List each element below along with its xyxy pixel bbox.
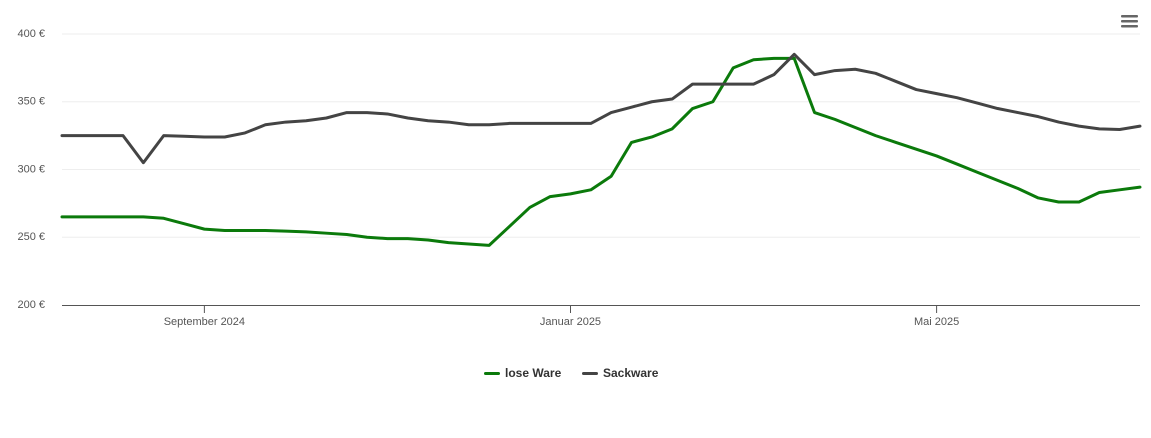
legend-item[interactable]: Sackware [582, 366, 658, 380]
menu-bar [1121, 25, 1138, 28]
series-line [60, 56, 1142, 247]
legend-item[interactable]: lose Ware [484, 366, 561, 380]
menu-bar [1121, 15, 1138, 18]
legend-label: lose Ware [505, 366, 562, 380]
menu-icon[interactable] [1121, 15, 1138, 28]
x-tick-label: Januar 2025 [539, 316, 602, 328]
series-line [60, 52, 1142, 165]
y-tick-label: 200 € [17, 299, 45, 311]
y-tick-label: 400 € [17, 28, 45, 40]
y-tick-label: 250 € [17, 231, 45, 243]
x-tick-label: Mai 2025 [913, 316, 960, 328]
legend-swatch [582, 371, 598, 375]
legend-label: Sackware [603, 366, 659, 380]
menu-bar [1121, 20, 1138, 23]
legend-swatch [484, 371, 500, 375]
y-tick-label: 350 € [17, 96, 45, 108]
x-tick-label: September 2024 [163, 316, 246, 328]
y-tick-label: 300 € [17, 163, 45, 175]
